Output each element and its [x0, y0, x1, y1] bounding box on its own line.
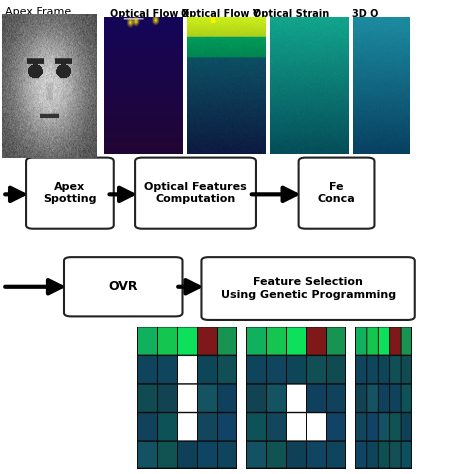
FancyBboxPatch shape: [201, 257, 415, 320]
Text: Fe
Conca: Fe Conca: [318, 182, 356, 204]
Text: Optical Strain: Optical Strain: [254, 9, 329, 19]
Text: Apex Frame: Apex Frame: [5, 7, 71, 17]
Text: Apex
Spotting: Apex Spotting: [43, 182, 97, 204]
Text: Feature Selection
Using Genetic Programming: Feature Selection Using Genetic Programm…: [220, 277, 396, 300]
Text: Optical Flow Y: Optical Flow Y: [181, 9, 260, 19]
FancyBboxPatch shape: [26, 157, 114, 229]
Text: OVR: OVR: [109, 280, 138, 293]
Text: Optical Features
Computation: Optical Features Computation: [144, 182, 247, 204]
FancyBboxPatch shape: [135, 157, 256, 229]
Text: 3D O: 3D O: [352, 9, 378, 19]
FancyBboxPatch shape: [64, 257, 182, 317]
Text: Optical Flow X: Optical Flow X: [109, 9, 189, 19]
FancyBboxPatch shape: [299, 157, 374, 229]
